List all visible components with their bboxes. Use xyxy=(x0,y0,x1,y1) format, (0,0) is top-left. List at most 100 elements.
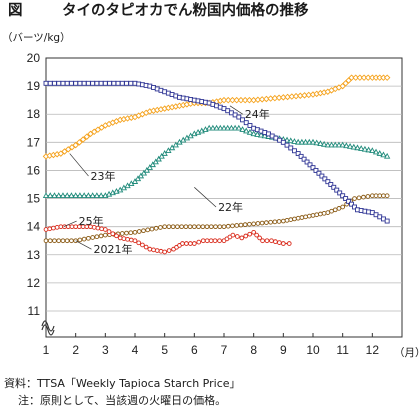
x-tick-label: 6 xyxy=(191,343,198,357)
data-point xyxy=(64,238,70,244)
data-point xyxy=(264,220,269,226)
data-point xyxy=(114,233,119,239)
data-point xyxy=(343,196,349,202)
data-point xyxy=(90,80,96,86)
data-point xyxy=(243,120,249,126)
data-point xyxy=(257,235,262,241)
data-point xyxy=(145,227,151,233)
data-point xyxy=(234,223,240,228)
data-point xyxy=(332,141,339,148)
x-tick-label: 12 xyxy=(366,343,380,357)
series-label: 25年 xyxy=(79,214,104,228)
data-point xyxy=(349,201,355,207)
data-point xyxy=(162,249,168,255)
data-point xyxy=(158,248,164,254)
data-point xyxy=(373,193,379,199)
data-point xyxy=(288,145,294,151)
data-point xyxy=(161,150,168,156)
data-point xyxy=(350,143,357,150)
data-point xyxy=(291,138,298,144)
data-point xyxy=(292,216,297,222)
x-tick-label: 5 xyxy=(161,343,168,357)
data-point xyxy=(304,159,310,165)
data-point xyxy=(235,234,240,239)
data-point xyxy=(287,137,294,144)
x-tick-label: 10 xyxy=(306,343,320,357)
data-point xyxy=(286,241,292,246)
data-point xyxy=(124,80,129,86)
data-point xyxy=(76,139,83,146)
data-point xyxy=(166,224,172,230)
data-point xyxy=(260,238,265,244)
data-point xyxy=(268,219,273,225)
data-point xyxy=(251,221,257,227)
data-point xyxy=(365,146,372,153)
title-text: タイのタピオカでん粉国内価格の推移 xyxy=(62,3,309,19)
data-point xyxy=(230,232,236,238)
data-point xyxy=(184,241,189,246)
y-axis-unit: （バーツ/kg） xyxy=(2,32,71,44)
data-point xyxy=(204,224,210,230)
data-point xyxy=(247,123,253,128)
source-note: 資料：TTSA「Weekly Tapioca Starch Price」 xyxy=(4,377,241,390)
data-point xyxy=(136,240,142,246)
data-point xyxy=(225,223,231,229)
data-point xyxy=(241,96,249,104)
data-point xyxy=(225,96,232,104)
data-point xyxy=(80,192,88,198)
data-point xyxy=(213,224,218,230)
data-point xyxy=(332,207,338,213)
data-point xyxy=(68,192,75,198)
data-point xyxy=(183,224,189,230)
data-point xyxy=(246,96,253,104)
data-point xyxy=(72,192,79,198)
data-point xyxy=(69,224,75,230)
data-point xyxy=(352,204,357,210)
data-point xyxy=(346,143,354,149)
data-point xyxy=(111,80,117,86)
x-tick-label: 3 xyxy=(102,343,109,357)
data-point xyxy=(102,232,108,238)
data-point xyxy=(310,213,316,218)
data-point xyxy=(158,152,165,159)
chart-title: 図 タイのタピオカでん粉国内価格の推移 xyxy=(0,0,420,22)
data-point xyxy=(43,80,49,86)
data-point xyxy=(337,190,343,196)
data-point xyxy=(47,226,53,232)
data-point xyxy=(377,193,383,199)
data-point xyxy=(358,145,365,151)
data-point xyxy=(325,179,331,185)
data-point xyxy=(233,96,240,104)
data-point xyxy=(336,206,342,211)
data-point xyxy=(320,140,328,147)
data-point xyxy=(240,117,245,123)
data-point xyxy=(89,192,96,198)
data-point xyxy=(121,236,127,241)
data-point xyxy=(328,182,334,187)
label-leader xyxy=(229,105,243,115)
data-point xyxy=(251,229,257,235)
data-point xyxy=(238,222,244,228)
data-point xyxy=(187,224,193,230)
series-label: 22年 xyxy=(218,200,243,214)
data-point xyxy=(331,184,337,190)
data-point xyxy=(56,80,62,86)
data-point xyxy=(237,96,245,104)
data-point xyxy=(280,241,286,246)
data-point xyxy=(247,231,253,237)
data-point xyxy=(155,155,162,162)
data-point xyxy=(86,235,91,241)
data-point xyxy=(54,225,60,230)
data-point xyxy=(107,80,113,86)
data-point xyxy=(58,224,64,230)
data-point xyxy=(221,224,227,230)
data-point xyxy=(309,138,317,145)
data-point xyxy=(384,193,390,199)
data-point xyxy=(321,210,327,216)
y-tick-label: 13 xyxy=(27,248,41,262)
data-point xyxy=(165,147,172,154)
data-point xyxy=(302,138,309,145)
data-point xyxy=(364,74,372,81)
data-point xyxy=(98,233,104,239)
data-point xyxy=(141,228,146,234)
